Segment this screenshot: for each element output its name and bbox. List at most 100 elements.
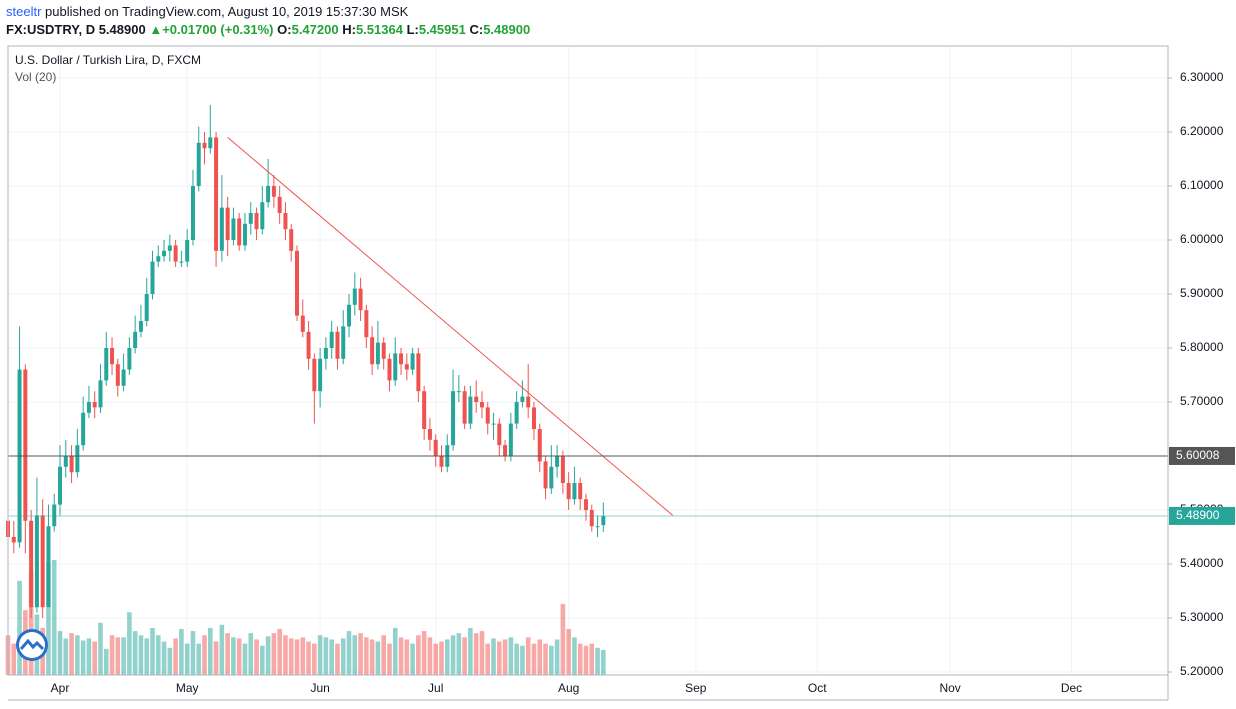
candle-body (46, 526, 51, 608)
volume-label: Vol (20) (15, 70, 56, 84)
candle-body (451, 391, 456, 446)
x-tick-label: Oct (808, 681, 827, 695)
volume-bar (404, 639, 410, 675)
volume-bar (577, 643, 583, 675)
volume-bar (525, 637, 531, 675)
candle-body (254, 213, 259, 230)
volume-bar (421, 631, 427, 675)
candle-body (29, 520, 34, 608)
volume-bar (312, 643, 317, 675)
candle-body (601, 515, 606, 526)
y-tick-label: 5.70000 (1180, 394, 1224, 408)
logo (16, 629, 48, 661)
candle-body (283, 213, 288, 230)
y-tick-label: 6.30000 (1180, 70, 1224, 84)
volume-bar (190, 631, 196, 675)
candle-body (549, 466, 554, 489)
open: 5.47200 (291, 22, 339, 37)
candle-body (173, 245, 178, 262)
volume-bar (589, 643, 595, 675)
candle-body (271, 186, 276, 197)
volume-bar (392, 627, 398, 675)
x-tick-label: Jun (310, 681, 329, 695)
candle-body (190, 186, 195, 240)
candle-body (375, 342, 380, 365)
trendline (227, 137, 674, 516)
x-tick-label: Aug (558, 681, 579, 695)
candle-body (266, 186, 271, 203)
price-label: 5.48900 (1176, 508, 1220, 522)
candle-body (537, 429, 542, 462)
volume-bar (444, 639, 450, 675)
candle-body (433, 439, 438, 456)
candle-body (531, 407, 536, 429)
candle-body (497, 423, 502, 446)
y-tick-label: 5.90000 (1180, 286, 1224, 300)
volume-bar (473, 633, 479, 675)
candle-body (503, 445, 508, 456)
candle-body (318, 358, 323, 392)
y-tick-label: 5.40000 (1180, 556, 1224, 570)
candle-body (329, 331, 334, 348)
o-label: O: (277, 22, 292, 37)
high: 5.51364 (355, 22, 403, 37)
volume-bar (306, 641, 311, 675)
volume-bar (554, 639, 560, 675)
volume-bar (179, 629, 184, 675)
axis-layer: 5.200005.300005.400005.500005.600005.700… (51, 70, 1235, 695)
volume-bar (572, 637, 577, 675)
candle-body (202, 142, 207, 149)
volume-bar (17, 580, 22, 675)
quote-line: FX:USDTRY, D 5.48900 ▲+0.01700 (+0.31%) … (6, 22, 530, 37)
candle-body (335, 331, 340, 359)
volume-bar (601, 649, 606, 675)
candle-body (104, 348, 109, 381)
candle-body (341, 326, 346, 359)
candle-body (312, 358, 317, 392)
volume-bar (317, 635, 323, 675)
candle-body (277, 196, 282, 213)
candle-body (514, 402, 519, 424)
volume-bar (225, 633, 230, 675)
volume-bar (213, 641, 219, 675)
y-tick-label: 6.20000 (1180, 124, 1224, 138)
candle-body (364, 310, 369, 338)
candle-body (566, 483, 571, 500)
candle-layer (6, 105, 606, 618)
volume-bar (595, 647, 600, 675)
volume-bar (132, 631, 138, 675)
candle-body (138, 321, 143, 332)
c-label: C: (469, 22, 484, 37)
candle-body (98, 380, 103, 408)
volume-bar (479, 631, 485, 675)
last-price: 5.48900 (98, 22, 146, 37)
volume-bar (497, 641, 502, 675)
volume-bar (167, 647, 173, 675)
publisher[interactable]: steeltr (6, 4, 42, 19)
arrow: ▲ (149, 22, 163, 37)
volume-bar (155, 635, 161, 675)
candle-body (306, 331, 311, 359)
volume-bar (560, 603, 566, 675)
volume-bar (537, 639, 543, 675)
y-tick-label: 6.10000 (1180, 178, 1224, 192)
volume-bar (468, 627, 473, 675)
volume-bar (260, 645, 265, 675)
candle-body (81, 412, 86, 446)
candle-body (572, 483, 577, 500)
l-label: L: (406, 22, 419, 37)
volume-bar (173, 638, 178, 675)
volume-bar (11, 643, 17, 675)
candle-body (508, 423, 513, 456)
candle-body (196, 142, 201, 186)
candle-body (468, 396, 473, 424)
candle-body (69, 456, 74, 473)
candle-body (127, 348, 132, 370)
y-tick-label: 5.80000 (1180, 340, 1224, 354)
candle-body (11, 537, 16, 543)
volume-bar (375, 641, 381, 675)
price-label-box (1169, 446, 1235, 465)
candle-body (370, 337, 375, 365)
x-tick-label: Nov (939, 681, 960, 695)
